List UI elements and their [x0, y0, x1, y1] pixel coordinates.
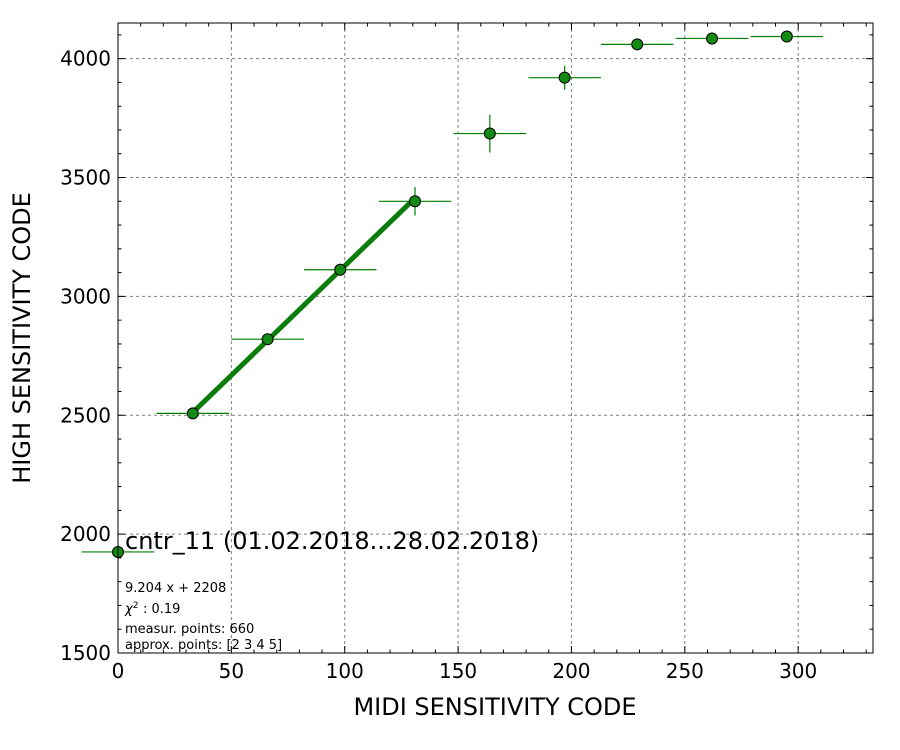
data-point	[558, 71, 571, 84]
tick-labels: 0 50 100 150 200 250 300 1500 2000 2500 3000 3500 40…	[60, 47, 817, 683]
y-tick-label: 2000	[60, 522, 111, 546]
x-tick-label: 100	[326, 659, 364, 683]
x-tick-label: 0	[112, 659, 125, 683]
x-tick-label: 300	[779, 659, 817, 683]
plot-frame	[117, 22, 874, 654]
y-tick-label: 3500	[60, 166, 111, 190]
data-point	[631, 38, 644, 51]
annotation-title: cntr_11 (01.02.2018...28.02.2018)	[125, 527, 539, 555]
data-point	[409, 195, 422, 208]
fit-line	[191, 196, 417, 415]
minor-ticks	[118, 23, 873, 653]
x-tick-label: 200	[552, 659, 590, 683]
annotation-equation: 9.204 x + 2208	[125, 581, 226, 596]
x-axis-label: MIDI SENSITIVITY CODE	[353, 693, 636, 721]
y-tick-label: 2500	[60, 403, 111, 427]
data-point	[186, 407, 199, 420]
svg-text:χ2: χ2	[124, 601, 138, 617]
annotation-measur-points: measur. points: 660	[125, 622, 254, 637]
data-point	[780, 30, 793, 43]
annotation-chi2: χ2 : 0.19	[124, 601, 180, 617]
fit-line-layer	[191, 196, 417, 415]
y-tick-label: 3000	[60, 284, 111, 308]
y-tick-label: 4000	[60, 47, 111, 71]
x-tick-label: 250	[666, 659, 704, 683]
y-tick-label: 1500	[60, 641, 111, 665]
annotation-chi2-value: : 0.19	[143, 602, 180, 617]
annotation-approx-points: approx. points: [2 3 4 5]	[125, 638, 282, 653]
x-tick-label: 150	[439, 659, 477, 683]
data-point	[706, 32, 719, 45]
x-tick-label: 50	[219, 659, 244, 683]
y-axis-label: HIGH SENSITIVITY CODE	[8, 192, 36, 484]
data-points	[112, 30, 793, 558]
data-point	[483, 127, 496, 140]
grid-lines	[118, 23, 873, 653]
errorbars	[81, 35, 824, 553]
data-point	[261, 333, 274, 346]
data-point	[334, 263, 347, 276]
